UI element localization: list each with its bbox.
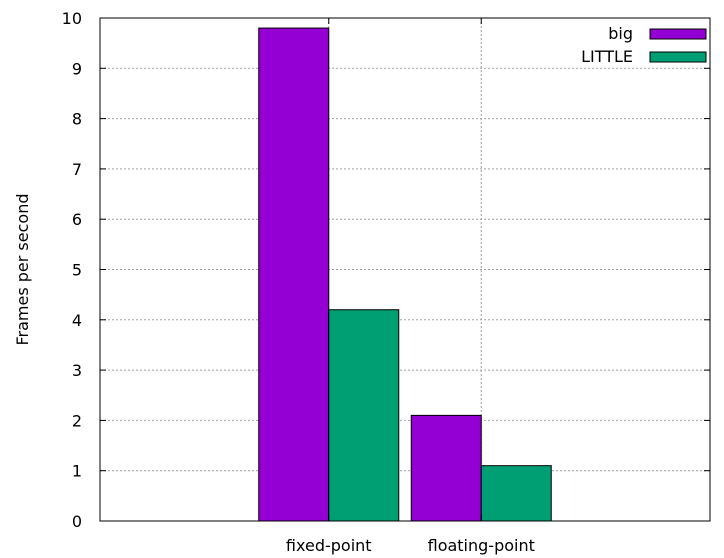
legend-swatch (649, 28, 707, 40)
y-tick-label: 1 (72, 462, 82, 481)
y-tick-label: 7 (72, 160, 82, 179)
y-tick-label: 10 (62, 9, 82, 28)
bar-big-fixed-point (258, 27, 330, 522)
bar-little-fixed-point (328, 309, 400, 522)
y-axis-label: Frames per second (13, 194, 32, 346)
bars (258, 27, 552, 522)
x-tick-label: fixed-point (286, 536, 372, 555)
bar-big-floating-point (410, 414, 482, 522)
legend-label: LITTLE (581, 47, 633, 66)
y-tick-label: 4 (72, 311, 82, 330)
y-tick-label: 9 (72, 59, 82, 78)
legend: big LITTLE (581, 24, 707, 66)
y-tick-label: 3 (72, 361, 82, 380)
y-tick-label: 2 (72, 411, 82, 430)
y-tick-label: 5 (72, 261, 82, 280)
y-axis-ticks: 0 1 2 3 4 5 6 7 8 9 10 (62, 9, 710, 531)
legend-label: big (608, 24, 633, 43)
legend-swatch (649, 51, 707, 63)
y-tick-label: 8 (72, 110, 82, 129)
grid-lines (100, 18, 710, 521)
bar-little-floating-point (480, 465, 552, 522)
x-tick-label: floating-point (428, 536, 535, 555)
x-axis-ticks: fixed-point floating-point (286, 18, 535, 555)
y-tick-label: 6 (72, 210, 82, 229)
y-tick-label: 0 (72, 512, 82, 531)
